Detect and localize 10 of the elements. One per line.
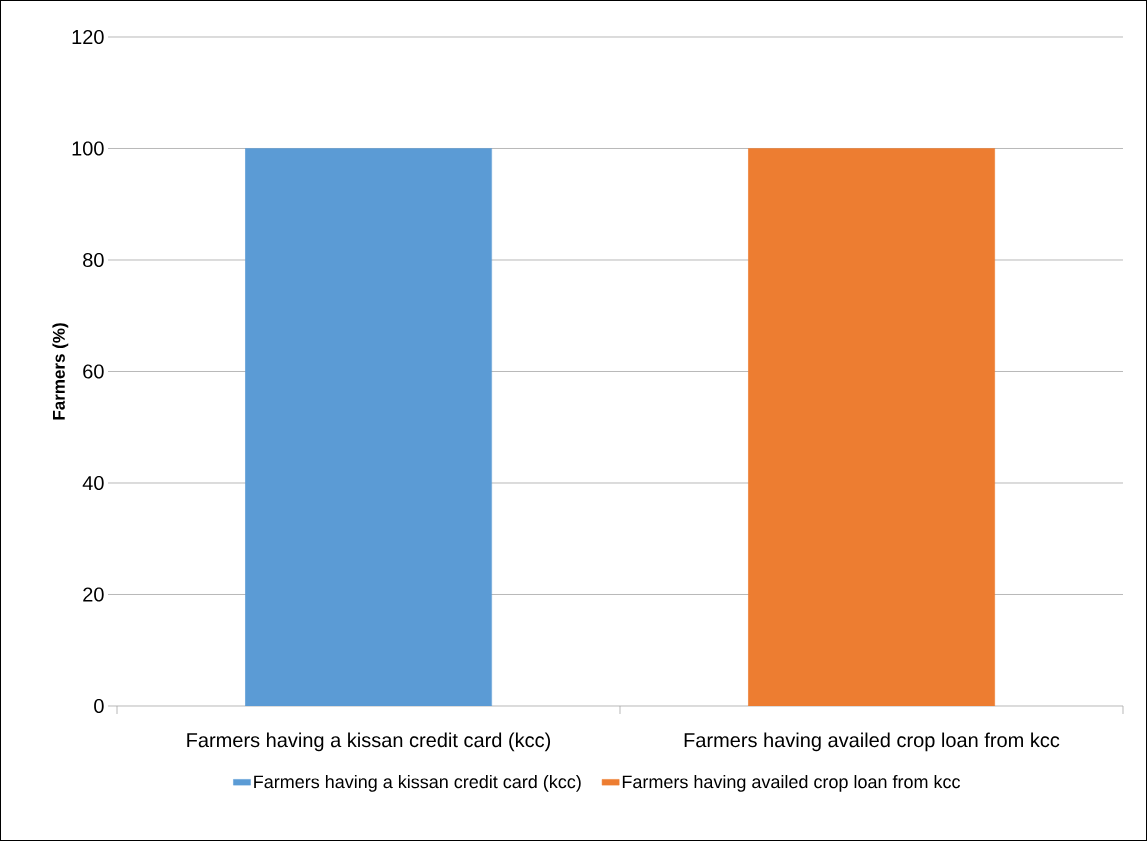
legend-label: Farmers having a kissan credit card (kcc): [254, 774, 581, 792]
y-tick-label: 100: [72, 141, 104, 156]
y-axis-title: Farmers (%): [52, 323, 69, 420]
y-tick-label: 80: [83, 252, 104, 268]
y-tick-label: 60: [83, 364, 104, 379]
y-tick-label: 20: [83, 587, 104, 602]
y-tick-label: 0: [94, 698, 104, 714]
y-tick-label: 120: [72, 29, 104, 45]
legend-label: Farmers having availed crop loan from kcc: [622, 774, 961, 792]
y-tick-label: 40: [82, 475, 104, 491]
